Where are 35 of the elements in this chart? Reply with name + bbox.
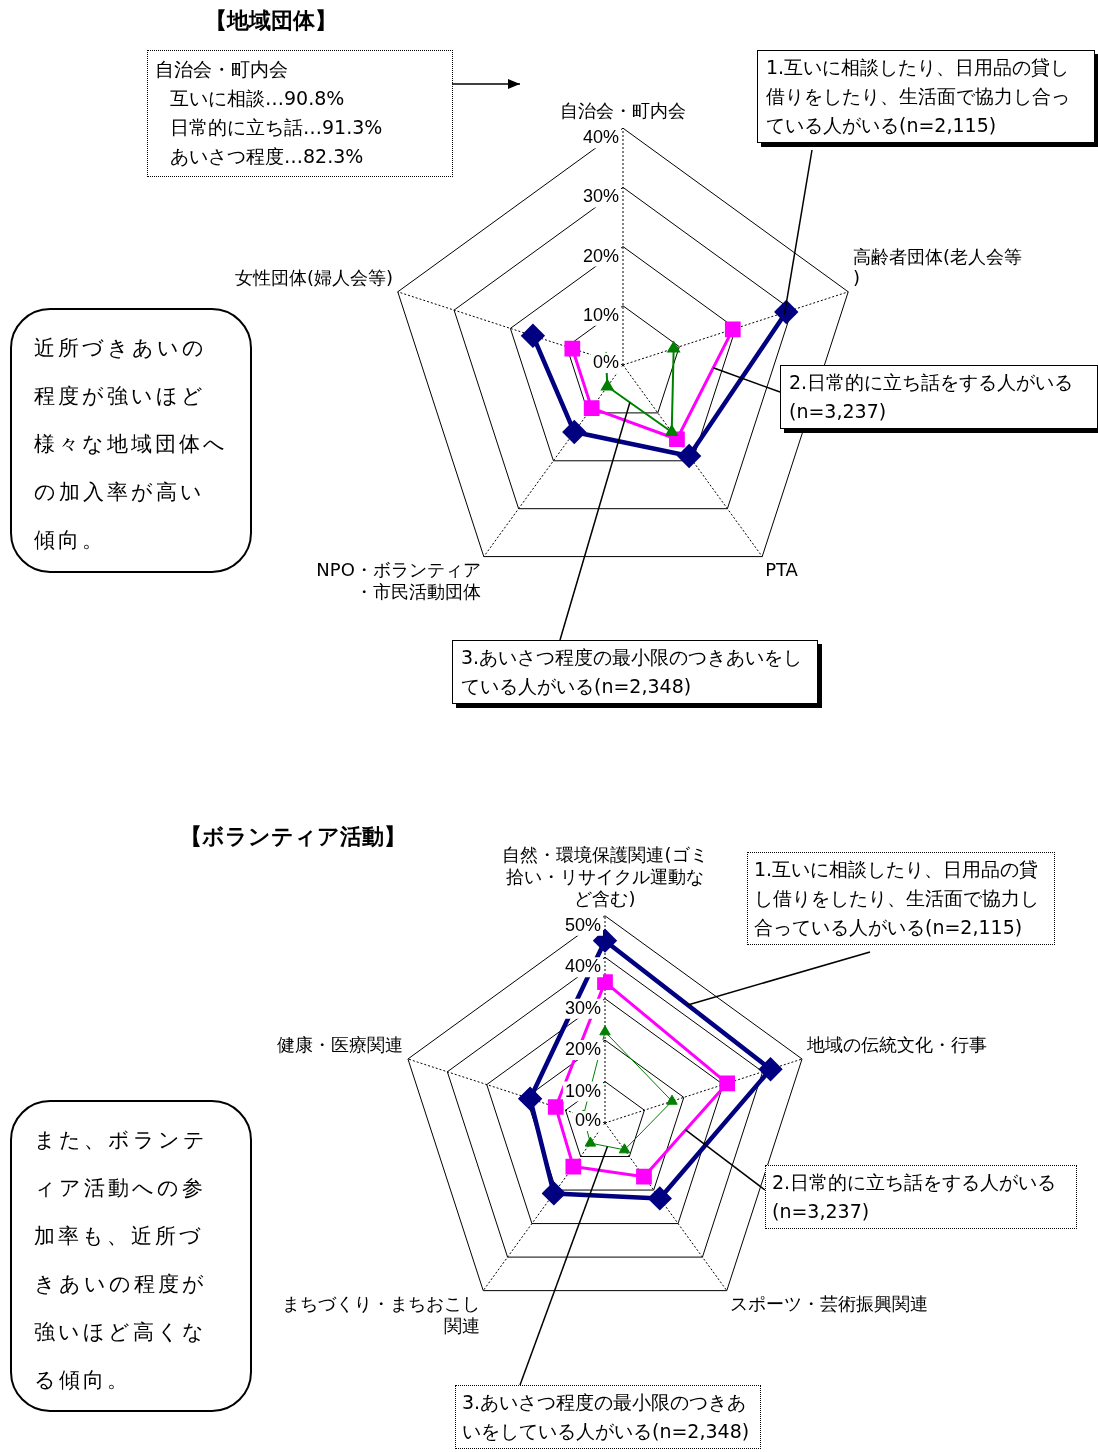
y-tick-label: 30% <box>582 186 619 207</box>
spoke-label: 地域の伝統文化・行事 <box>805 1034 987 1056</box>
text: 日常的に立ち話…91.3% <box>170 113 450 142</box>
y-tick-label: 0% <box>574 1109 601 1130</box>
text: 自治会・町内会 <box>155 55 445 84</box>
y-tick-label: 40% <box>582 127 619 148</box>
text: 2.日常的に立ち話をする人がいる(n=3,237) <box>780 365 1098 429</box>
y-tick-label: 30% <box>564 997 601 1018</box>
text: 1.互いに相談したり、日用品の貸し借りをしたり、生活面で協力し合っている人がいる(n=2,115) <box>757 50 1095 143</box>
y-tick-label: 20% <box>564 1039 601 1060</box>
spoke-label: 自然・環境保護関連(ゴミ拾い・リサイクル運動など含む) <box>502 844 708 909</box>
spoke-label: スポーツ・芸術振興関連 <box>729 1293 928 1315</box>
text: 1.互いに相談したり、日用品の貸し借りをしたり、生活面で協力し合っている人がいる(n=2,115) <box>747 852 1055 945</box>
y-tick-label: 40% <box>564 956 601 977</box>
text: 3.あいさつ程度の最小限のつきあいをしている人がいる(n=2,348) <box>455 1385 761 1449</box>
y-tick-label: 50% <box>564 914 601 935</box>
text: 近所づきあいの程度が強いほど様々な地域団体への加入率が高い傾向。 <box>10 308 252 573</box>
spoke-label: まちづくり・まちおこし関連 <box>282 1293 481 1336</box>
chart-title: 【地域団体】 <box>205 7 337 35</box>
spoke-label: 健康・医療関連 <box>277 1034 404 1056</box>
y-tick-label: 10% <box>564 1080 601 1101</box>
text: 互いに相談…90.8% <box>170 84 450 113</box>
text: 3.あいさつ程度の最小限のつきあいをしている人がいる(n=2,348) <box>452 640 818 704</box>
spoke-label: PTA <box>765 559 799 581</box>
y-tick-label: 10% <box>582 304 619 325</box>
spoke-label: 高齢者団体(老人会等) <box>852 245 1023 289</box>
spoke-label: 自治会・町内会 <box>560 100 686 122</box>
y-tick-label: 20% <box>582 245 619 266</box>
y-tick-label: 0% <box>592 351 619 372</box>
text: あいさつ程度…82.3% <box>170 142 450 171</box>
text: 2.日常的に立ち話をする人がいる(n=3,237) <box>765 1165 1077 1229</box>
spoke-label: 女性団体(婦人会等) <box>234 267 394 289</box>
spoke-label: NPO・ボランティア・市民活動団体 <box>316 559 481 602</box>
text: また、ボランティア活動への参加率も、近所づきあいの程度が強いほど高くなる傾向。 <box>10 1100 252 1412</box>
chart-title: 【ボランティア活動】 <box>180 823 406 851</box>
